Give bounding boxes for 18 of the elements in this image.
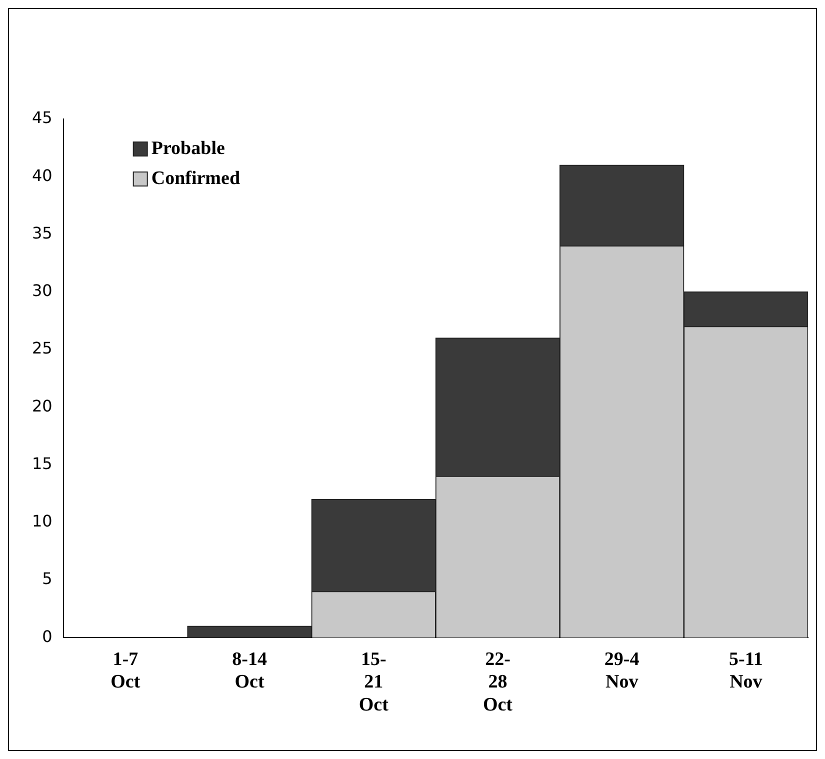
y-tick-label: 20	[32, 396, 52, 416]
x-tick-label: 15- 21 Oct	[358, 648, 390, 716]
y-tick-label: 30	[32, 281, 52, 300]
x-tick-label: 22- 28 Oct	[482, 648, 514, 716]
y-tick-label: 5	[42, 569, 52, 588]
x-tick-label: 1-7 Oct	[110, 648, 141, 693]
y-tick-label: 15	[32, 454, 52, 473]
y-tick-label: 40	[32, 166, 52, 185]
y-tick-label: 0	[42, 626, 52, 646]
y-tick-label: 10	[32, 512, 52, 531]
legend-label: Probable	[151, 138, 225, 159]
x-tick-label: 8-14 Oct	[232, 648, 268, 693]
y-tick-label: 45	[32, 108, 52, 128]
x-tick-label: 5-11 Nov	[729, 648, 763, 693]
y-tick-label: 25	[32, 338, 52, 358]
y-tick-label: 35	[32, 223, 52, 242]
x-tick-label: 29-4 Nov	[604, 648, 640, 693]
legend-label: Confirmed	[151, 168, 240, 189]
